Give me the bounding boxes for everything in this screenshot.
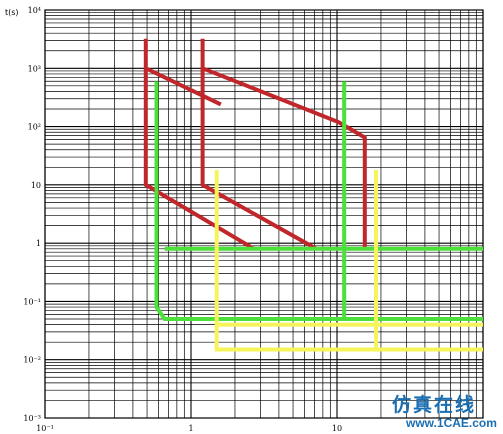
series-green-4 xyxy=(154,81,483,321)
watermark-chinese: 仿真在线 xyxy=(392,393,476,416)
watermark-url: www.1CAE.com xyxy=(405,416,497,430)
plot-frame xyxy=(44,9,484,419)
y-tick-label: 10³ xyxy=(28,64,41,73)
y-tick-label: 10⁻³ xyxy=(23,414,41,423)
watermark: 仿真在线 www.1CAE.com xyxy=(392,393,497,430)
grid xyxy=(44,9,484,419)
y-axis-label: t(s) xyxy=(5,8,19,17)
x-tick-label: 10⁻¹ xyxy=(36,424,54,433)
tick-labels: 10⁻¹ 1 10 10⁴ 10³ 10² 10 1 10⁻¹ 10⁻² 10⁻³ xyxy=(23,6,342,433)
series-red-2 xyxy=(200,38,367,249)
y-tick-label: 10² xyxy=(28,123,41,132)
series-red-3 xyxy=(200,68,318,251)
y-tick-label: 10 xyxy=(31,181,41,190)
series-yellow-7 xyxy=(214,170,483,352)
x-tick-label: 10 xyxy=(332,424,342,433)
y-tick-label: 10⁴ xyxy=(28,6,41,15)
y-tick-label: 1 xyxy=(36,239,41,248)
x-tick-label: 1 xyxy=(188,424,193,433)
series-group xyxy=(143,38,483,352)
y-tick-label: 10⁻² xyxy=(23,356,41,365)
y-tick-label: 10⁻¹ xyxy=(23,297,41,306)
